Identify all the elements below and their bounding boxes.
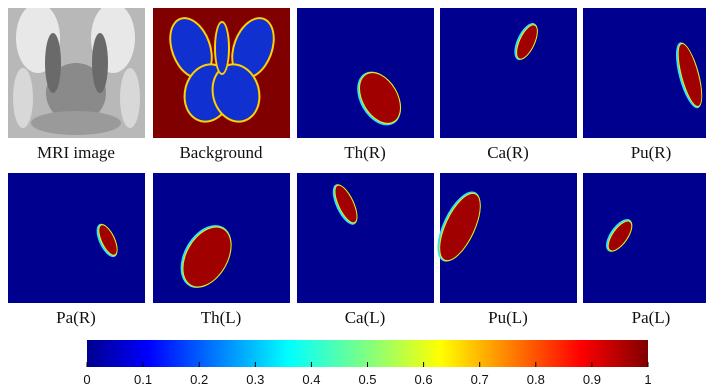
panel-label: Pa(R) xyxy=(56,308,96,327)
tick-label: 0.1 xyxy=(134,372,152,387)
panel: Th(R) xyxy=(297,8,434,162)
panels: MRI image Background Th(R) Ca(R) Pu(R) Pa(R) T… xyxy=(8,3,707,327)
tick-label: 0 xyxy=(83,372,90,387)
tick-label: 0.3 xyxy=(246,372,264,387)
panel: Pa(R) xyxy=(8,173,145,327)
panel-label: Background xyxy=(179,143,263,162)
panel-label: Th(R) xyxy=(344,143,386,162)
panel-label: Pa(L) xyxy=(632,308,671,327)
region xyxy=(216,23,228,73)
probability-map xyxy=(583,173,706,303)
panel: Background xyxy=(153,8,290,162)
tick-label: 0.5 xyxy=(358,372,376,387)
mri-structure xyxy=(120,68,140,128)
panel-label: Pu(L) xyxy=(488,308,528,327)
panel-label: MRI image xyxy=(37,143,115,162)
mri-structure xyxy=(31,111,121,135)
panel-label: Th(L) xyxy=(201,308,242,327)
tick-label: 0.7 xyxy=(471,372,489,387)
panel: Th(L) xyxy=(153,173,290,327)
tick-label: 0.6 xyxy=(415,372,433,387)
probability-map xyxy=(440,8,577,138)
tick-label: 0.4 xyxy=(302,372,320,387)
mri-structure xyxy=(45,33,61,93)
tick-label: 1 xyxy=(644,372,651,387)
probability-map xyxy=(297,173,434,303)
panel: Pa(L) xyxy=(583,173,706,327)
panel-label: Pu(R) xyxy=(631,143,672,162)
figure: MRI image Background Th(R) Ca(R) Pu(R) Pa(R) T… xyxy=(0,0,708,388)
panel: Ca(R) xyxy=(440,8,577,162)
panel-label: Ca(L) xyxy=(345,308,386,327)
mri-structure xyxy=(92,33,108,93)
background-map xyxy=(153,8,290,138)
tick-label: 0.2 xyxy=(190,372,208,387)
panel: MRI image xyxy=(8,3,145,162)
panel: Pu(R) xyxy=(583,8,707,162)
probability-map xyxy=(8,173,145,303)
tick-label: 0.8 xyxy=(527,372,545,387)
mri-image xyxy=(8,3,145,138)
mri-structure xyxy=(13,68,33,128)
tick-label: 0.9 xyxy=(583,372,601,387)
panel: Ca(L) xyxy=(297,173,434,327)
panel-label: Ca(R) xyxy=(487,143,529,162)
panel: Pu(L) xyxy=(429,173,577,327)
